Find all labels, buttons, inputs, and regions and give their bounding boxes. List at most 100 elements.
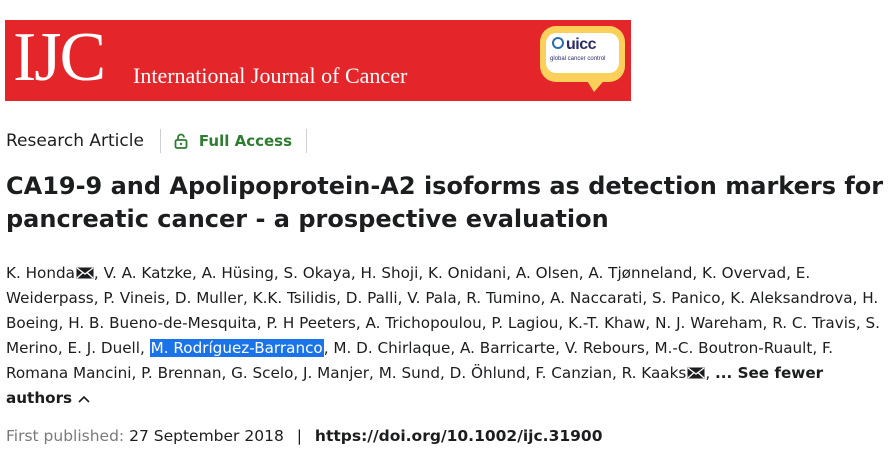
author-link[interactable]: R. Kaaks xyxy=(621,364,687,382)
author-link[interactable]: M. Rodríguez-Barranco xyxy=(149,339,324,357)
uicc-tagline: global cancer control xyxy=(550,56,606,62)
divider xyxy=(159,129,161,153)
author-link[interactable]: V. A. Katzke xyxy=(103,264,192,282)
publication-info: First published: 27 September 2018 | htt… xyxy=(6,427,603,445)
author-link[interactable]: K.K. Tsilidis xyxy=(252,289,337,307)
author-item: A. Olsen, xyxy=(515,264,589,282)
author-link[interactable]: D. Muller xyxy=(174,289,243,307)
author-link[interactable]: A. Naccarati xyxy=(550,289,643,307)
author-item: M. D. Chirlaque, xyxy=(333,339,460,357)
author-link[interactable]: S. Merino xyxy=(6,314,880,357)
author-item: F. Romana Mancini, xyxy=(6,339,834,382)
author-link[interactable]: K. Onidani xyxy=(428,264,507,282)
author-item: S. Panico, xyxy=(652,289,731,307)
author-item: F. Canzian, xyxy=(535,364,622,382)
doi-link[interactable]: https://doi.org/10.1002/ijc.31900 xyxy=(314,427,603,445)
author-item: R. Tumino, xyxy=(466,289,551,307)
uicc-bubble-tail xyxy=(584,76,608,92)
access-label: Full Access xyxy=(198,132,293,150)
envelope-icon[interactable] xyxy=(76,267,94,279)
first-published-date: 27 September 2018 xyxy=(129,427,284,445)
uicc-logo[interactable]: uicc global cancer control xyxy=(540,26,625,94)
author-link[interactable]: F. Canzian xyxy=(535,364,612,382)
author-link[interactable]: S. Okaya xyxy=(283,264,351,282)
author-link[interactable]: M. D. Chirlaque xyxy=(333,339,451,357)
author-item: N. J. Wareham, xyxy=(655,314,773,332)
author-item: V. Pala, xyxy=(407,289,467,307)
author-link[interactable]: D. Palli xyxy=(345,289,398,307)
author-link[interactable]: F. Romana Mancini xyxy=(6,339,834,382)
author-item: G. Scelo, xyxy=(231,364,304,382)
author-link[interactable]: E. Weiderpass xyxy=(6,264,811,307)
author-link[interactable]: A. Hüsing xyxy=(201,264,274,282)
author-item: D. Palli, xyxy=(345,289,408,307)
author-item: E. J. Duell, xyxy=(67,339,150,357)
author-link[interactable]: A. Olsen xyxy=(515,264,579,282)
author-link[interactable]: R. C. Travis xyxy=(772,314,856,332)
author-item: A. Hüsing, xyxy=(201,264,284,282)
author-item: H. Boeing, xyxy=(6,289,879,332)
author-item: J. Manjer, xyxy=(303,364,379,382)
globe-icon xyxy=(552,37,564,49)
first-published-label: First published: xyxy=(6,427,125,445)
author-link[interactable]: R. Tumino xyxy=(466,289,541,307)
author-link[interactable]: V. Pala xyxy=(407,289,457,307)
journal-logo: IJC xyxy=(13,20,106,96)
author-item: A. Barricarte, xyxy=(460,339,565,357)
author-link[interactable]: V. Rebours xyxy=(564,339,645,357)
author-link[interactable]: G. Scelo xyxy=(231,364,294,382)
author-item: A. Naccarati, xyxy=(550,289,652,307)
author-item: M.-C. Boutron-Ruault, xyxy=(654,339,823,357)
author-link[interactable]: K.-T. Khaw xyxy=(568,314,646,332)
author-link[interactable]: P. Brennan xyxy=(141,364,222,382)
author-link[interactable]: D. Öhlund xyxy=(449,364,526,382)
author-item: P. Lagiou, xyxy=(491,314,569,332)
author-link[interactable]: M. Sund xyxy=(378,364,440,382)
author-link[interactable]: M.-C. Boutron-Ruault xyxy=(654,339,813,357)
author-link[interactable]: A. Barricarte xyxy=(460,339,556,357)
author-item: V. A. Katzke, xyxy=(103,264,202,282)
author-item: A. Trichopoulou, xyxy=(365,314,492,332)
article-type: Research Article xyxy=(6,131,144,151)
author-link[interactable]: K. Overvad xyxy=(702,264,787,282)
author-item: P. Vineis, xyxy=(103,289,175,307)
author-item: K.K. Tsilidis, xyxy=(252,289,346,307)
see-fewer-authors-toggle[interactable]: ... See fewer authors xyxy=(6,364,823,407)
author-link[interactable]: H. Boeing xyxy=(6,289,879,332)
journal-name: International Journal of Cancer xyxy=(133,63,408,88)
author-link[interactable]: E. J. Duell xyxy=(67,339,141,357)
divider xyxy=(306,129,308,153)
author-item: S. Okaya, xyxy=(283,264,361,282)
access-badge[interactable]: Full Access xyxy=(173,132,292,150)
author-link[interactable]: A. Trichopoulou xyxy=(365,314,482,332)
article-meta-row: Research Article Full Access xyxy=(6,128,308,154)
journal-banner[interactable]: IJC International Journal of Cancer uicc… xyxy=(5,20,631,101)
author-link[interactable]: P. Vineis xyxy=(103,289,166,307)
author-link[interactable]: H. Shoji xyxy=(360,264,419,282)
author-link[interactable]: K. Honda xyxy=(6,264,75,282)
open-lock-icon xyxy=(174,133,188,149)
author-item: V. Rebours, xyxy=(564,339,655,357)
author-item: K. Onidani, xyxy=(428,264,516,282)
author-item: H. Shoji, xyxy=(360,264,429,282)
author-link[interactable]: H. B. Bueno-de-Mesquita xyxy=(68,314,257,332)
author-item: E. Weiderpass, xyxy=(6,264,811,307)
author-link[interactable]: J. Manjer xyxy=(303,364,370,382)
see-fewer-authors-label: ... See fewer authors xyxy=(6,364,824,407)
author-link[interactable]: A. Tjønneland xyxy=(588,264,693,282)
author-link[interactable]: P. H Peeters xyxy=(266,314,356,332)
author-link[interactable]: P. Lagiou xyxy=(491,314,559,332)
author-item: R. C. Travis, xyxy=(772,314,866,332)
author-item: H. B. Bueno-de-Mesquita, xyxy=(68,314,267,332)
author-link[interactable]: K. Aleksandrova xyxy=(730,289,853,307)
author-item: M. Sund, xyxy=(378,364,450,382)
envelope-icon[interactable] xyxy=(687,367,705,379)
author-item: S. Merino, xyxy=(6,314,880,357)
author-link[interactable]: S. Panico xyxy=(652,289,721,307)
author-link[interactable]: N. J. Wareham xyxy=(655,314,763,332)
article-title: CA19-9 and Apolipoprotein-A2 isoforms as… xyxy=(6,172,884,233)
author-item: P. Brennan, xyxy=(141,364,232,382)
author-item: K. Overvad, xyxy=(702,264,796,282)
author-item: D. Öhlund, xyxy=(449,364,536,382)
chevron-up-icon xyxy=(78,395,90,403)
